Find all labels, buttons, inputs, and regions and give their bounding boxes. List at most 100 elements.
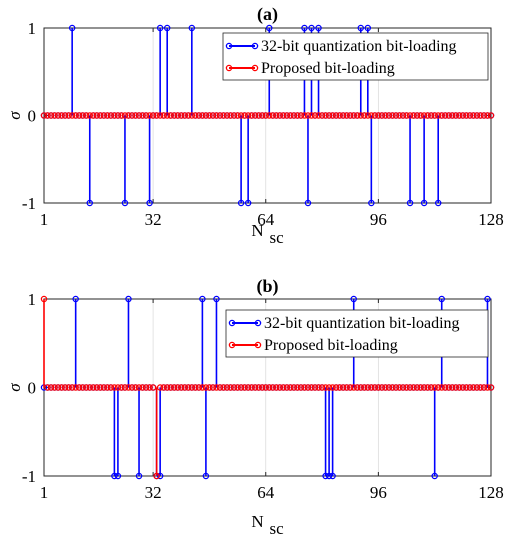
stem-marker <box>459 384 467 391</box>
stem-marker <box>244 112 252 119</box>
stem-marker <box>382 384 389 391</box>
stem-marker <box>227 384 234 391</box>
stem-marker <box>188 384 196 391</box>
stem-marker <box>202 112 210 119</box>
stem-marker <box>315 384 322 391</box>
stem-marker <box>371 112 379 119</box>
y-tick-label: -1 <box>22 467 36 486</box>
x-tick-label: 32 <box>145 210 162 229</box>
stem-marker <box>332 112 340 119</box>
legend-marker <box>254 341 262 349</box>
stem-marker <box>357 24 365 32</box>
stem-marker <box>431 384 438 391</box>
stem-marker <box>54 384 62 391</box>
stem-marker <box>364 24 372 32</box>
stem-marker <box>449 384 456 391</box>
stem-marker <box>128 112 136 119</box>
stem-marker <box>107 384 115 391</box>
stem-marker <box>311 384 319 391</box>
stem-marker <box>431 112 438 119</box>
stem-marker <box>181 384 189 391</box>
stem-marker <box>160 384 167 391</box>
stem-marker <box>54 112 62 119</box>
x-tick-label: 128 <box>478 483 504 502</box>
stem-marker <box>452 112 460 119</box>
stem-marker <box>322 472 329 480</box>
stem-marker <box>283 112 291 119</box>
stem-marker <box>202 384 210 391</box>
x-tick-label: 96 <box>370 483 387 502</box>
stem-marker <box>470 112 477 119</box>
stem-marker <box>413 112 421 119</box>
stem-marker <box>251 112 259 119</box>
stem-marker <box>427 384 435 391</box>
stem-marker <box>213 384 220 391</box>
stem-marker <box>480 384 488 391</box>
stem-marker <box>107 112 115 119</box>
stem-marker <box>294 112 301 119</box>
stem-marker <box>403 384 410 391</box>
panel-title: (a) <box>257 4 278 25</box>
stem-marker <box>368 384 375 391</box>
stem-marker <box>97 112 104 119</box>
stem-marker <box>382 112 389 119</box>
stem-marker <box>199 295 206 303</box>
stem-marker <box>290 384 298 391</box>
stem-marker <box>82 384 90 391</box>
stem-marker <box>121 112 129 119</box>
stem-marker <box>40 112 48 119</box>
stem-marker <box>339 384 347 391</box>
stem-marker <box>396 112 403 119</box>
stem-marker <box>262 112 269 119</box>
x-tick-label: 64 <box>257 210 275 229</box>
stem-marker <box>375 112 382 119</box>
stem-marker <box>484 384 491 391</box>
legend: 32-bit quantization bit-loading Proposed … <box>225 309 489 358</box>
panel-b: 1 32 64 96 128 -1 0 1 (b) N sc σ 32-bit quantization… <box>5 276 504 538</box>
stem-marker <box>111 112 118 119</box>
stem-marker <box>343 112 350 119</box>
stem-marker <box>487 384 495 391</box>
stem-marker <box>410 112 417 119</box>
y-tick-label: 1 <box>28 19 37 38</box>
stem-marker <box>332 384 340 391</box>
stem-marker <box>463 384 470 391</box>
stem-marker <box>237 112 245 119</box>
stem-marker <box>487 112 495 119</box>
stem-marker <box>125 384 132 391</box>
stem-marker <box>280 384 287 391</box>
x-axis-label: N <box>251 512 263 531</box>
stem-marker <box>195 112 203 119</box>
stem-marker <box>364 112 372 119</box>
stem-marker <box>361 384 368 391</box>
stem-marker <box>79 112 86 119</box>
stem-marker <box>420 199 428 207</box>
stem-marker <box>82 112 90 119</box>
stem-marker <box>223 384 231 391</box>
x-tick-label: 96 <box>370 210 387 229</box>
stem-marker <box>125 295 132 303</box>
panel-a: 1 32 64 96 128 -1 0 1 (a) N sc σ 32-bit quantization… <box>5 4 504 247</box>
series-red <box>40 295 495 480</box>
stem-marker <box>385 384 393 391</box>
stem-marker <box>329 112 336 119</box>
stem-marker <box>135 472 143 480</box>
stem-marker <box>262 384 269 391</box>
x-tick-label: 1 <box>40 210 49 229</box>
stem-marker <box>308 384 315 391</box>
stem-marker <box>156 24 164 32</box>
stem-marker <box>167 112 174 119</box>
stem-marker <box>318 384 326 391</box>
stem-marker <box>449 112 456 119</box>
stem-marker <box>181 112 189 119</box>
stem-marker <box>406 384 414 391</box>
legend-marker <box>228 319 236 327</box>
stem-marker <box>149 112 157 119</box>
stem-marker <box>47 384 55 391</box>
stem-marker <box>195 384 203 391</box>
stem-marker <box>315 24 322 32</box>
stem-marker <box>149 384 157 391</box>
stem-marker <box>294 384 301 391</box>
legend-label: 32-bit quantization bit-loading <box>261 38 457 55</box>
stem-marker <box>375 384 382 391</box>
